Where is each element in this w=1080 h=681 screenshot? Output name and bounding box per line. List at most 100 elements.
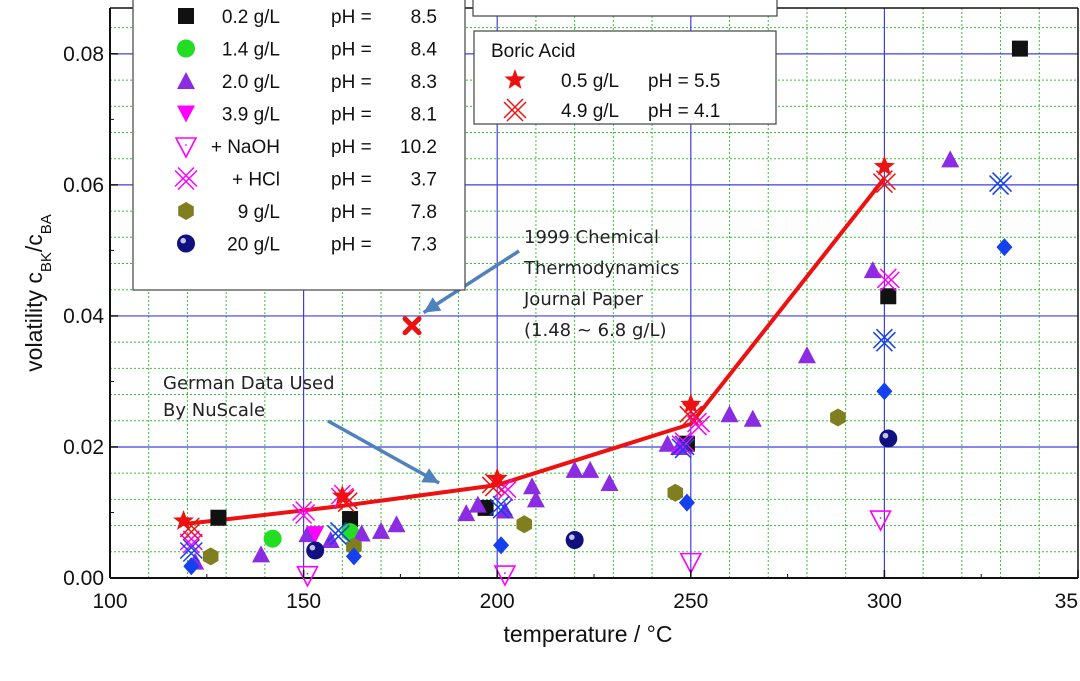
data-markers — [173, 40, 1028, 588]
triangle-down-open-marker-shape — [493, 565, 517, 587]
square-marker-shape — [178, 8, 194, 24]
data-point-x-cross-open — [671, 435, 695, 459]
legend-main-ph-label: pH = — [331, 170, 372, 191]
data-point-triangle — [252, 545, 271, 563]
data-point-sphere — [306, 541, 325, 560]
legend-main-conc: 0.2 g/L — [222, 7, 280, 28]
y-axis-title-subscript: BK — [38, 252, 55, 272]
data-point-square — [880, 288, 897, 305]
annotation-german-arrow — [327, 419, 440, 485]
data-point-star — [680, 393, 702, 414]
annotation-1999-line: Thermodynamics — [523, 258, 679, 279]
x-cross-open-marker-shape — [687, 412, 711, 436]
data-point-diamond — [493, 536, 510, 555]
x-cross-open-marker-shape — [679, 402, 703, 426]
y-tick-label: 0.08 — [63, 43, 104, 66]
hexagon-marker-shape — [667, 483, 684, 502]
legend-main-ph-label: pH = — [331, 40, 372, 61]
x-tick-label: 35 — [1055, 590, 1078, 613]
data-point-x-cross-open — [872, 170, 896, 194]
data-point-diamond — [678, 493, 695, 512]
x-cross-open-marker-shape — [489, 495, 513, 519]
legend-main-ph-value: 7.3 — [411, 235, 437, 256]
star-marker-shape — [173, 510, 194, 530]
legend-clipped-box — [472, 0, 778, 17]
legend-boric-ph: pH = 5.5 — [648, 71, 720, 92]
data-point-triangle-down — [306, 526, 325, 544]
data-point-x-cross-open — [489, 495, 513, 519]
star-marker-shape — [331, 485, 353, 505]
x-cross-open-marker-shape — [179, 530, 203, 554]
data-point-triangle — [495, 501, 514, 519]
triangle-marker-shape — [581, 460, 600, 478]
legend-main-marker-triangle — [177, 72, 195, 89]
sphere-marker-shape — [177, 234, 195, 253]
triangle-down-marker-shape — [306, 526, 325, 544]
square-marker-shape — [880, 288, 897, 305]
diamond-marker-shape — [183, 557, 200, 576]
triangle-down-marker-shape — [177, 105, 195, 123]
data-point-x-bold — [402, 316, 422, 336]
legend-main-conc: 20 g/L — [227, 235, 280, 256]
triangle-marker-shape — [526, 490, 545, 508]
annotation-1999-line: (1.48 ~ 6.8 g/L) — [524, 320, 667, 341]
legend-boric-conc: 4.9 g/L — [561, 101, 619, 122]
x-tick-label: 300 — [867, 590, 902, 613]
square-marker-shape — [1011, 40, 1028, 57]
data-point-triangle — [941, 150, 960, 168]
data-point-hexagon — [346, 537, 362, 556]
triangle-down-open-center-dot — [504, 572, 506, 574]
legend-main-conc: + NaOH — [211, 137, 280, 158]
data-point-x-cross-open — [481, 473, 505, 497]
y-tick-label: 0.04 — [63, 305, 104, 328]
legend-main-marker-circle — [177, 39, 195, 58]
x-cross-open-marker-shape — [872, 170, 896, 194]
legend-main-conc: 9 g/L — [238, 202, 280, 223]
triangle-marker-shape — [797, 346, 816, 364]
data-point-triangle — [352, 524, 371, 542]
sphere-highlight — [569, 534, 575, 540]
annotation-1999-line: Journal Paper — [523, 289, 644, 310]
data-point-x-cross-open — [326, 521, 350, 545]
data-point-hexagon — [830, 408, 846, 427]
data-point-triangle — [797, 346, 816, 364]
triangle-marker-shape — [387, 515, 406, 533]
x-bold-marker-shape — [402, 316, 422, 336]
legend-main-conc: 1.4 g/L — [222, 40, 280, 61]
data-point-square — [210, 509, 227, 526]
data-point-diamond — [996, 238, 1013, 257]
data-point-x-cross-open — [876, 268, 900, 292]
data-point-x-cross-open — [872, 328, 896, 352]
legend-boric-marker-x-cross-open — [503, 98, 527, 122]
data-point-triangle — [321, 531, 340, 548]
data-point-sphere — [879, 429, 898, 448]
data-point-hexagon — [202, 547, 219, 566]
x-cross-open-marker-shape — [872, 328, 896, 352]
legend-main-ph-label: pH = — [331, 105, 372, 126]
data-point-triangle-down-open — [869, 510, 892, 532]
diamond-marker-shape — [678, 493, 695, 512]
sphere-highlight — [309, 544, 316, 551]
axes: 100 150 200 250 300 35 0.00 0.02 0.04 0.06 0.08 tem… — [21, 43, 1079, 647]
data-point-star — [173, 510, 194, 530]
x-cross-open-marker-shape — [503, 98, 527, 122]
data-point-star — [873, 155, 895, 176]
annotation-1999-arrowhead — [423, 297, 442, 313]
legends: 0.2 g/L pH = 8.5 1.4 g/L pH = 8.4 2.0 g/L pH = 8… — [132, 0, 778, 291]
legend-main-ph-value: 8.4 — [411, 40, 438, 61]
sphere-marker-shape — [879, 429, 898, 448]
y-tick-label: 0.00 — [63, 567, 104, 590]
data-point-triangle — [526, 490, 545, 508]
triangle-marker-shape — [468, 495, 487, 513]
triangle-down-open-marker-shape — [869, 510, 892, 532]
sphere-highlight — [882, 432, 889, 439]
triangle-down-open-marker-shape — [296, 565, 319, 588]
data-point-triangle — [581, 460, 600, 478]
triangle-marker-shape — [743, 409, 762, 427]
square-marker-shape — [210, 509, 227, 526]
x-cross-open-marker-shape — [174, 166, 198, 191]
triangle-down-open-center-dot — [689, 559, 692, 562]
x-tick-label: 200 — [480, 590, 515, 613]
legend-main-ph-label: pH = — [331, 202, 372, 223]
